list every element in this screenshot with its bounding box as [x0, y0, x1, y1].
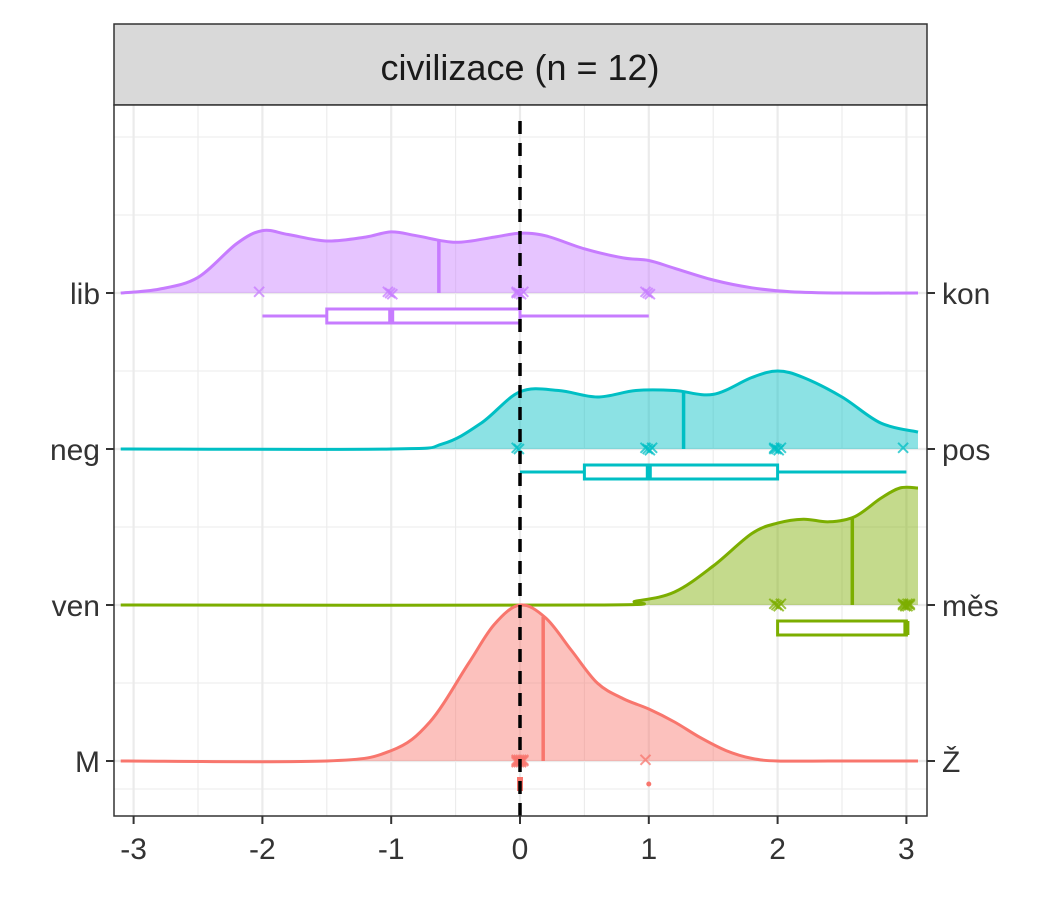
boxplot-outlier	[646, 781, 652, 787]
ridgeline-row	[120, 485, 919, 637]
density-curve	[120, 485, 919, 607]
x-tick-label: 1	[640, 833, 657, 866]
x-tick-label: -2	[249, 833, 276, 866]
x-tick-label: -3	[120, 833, 147, 866]
data-point	[775, 598, 787, 610]
data-point	[644, 288, 656, 300]
x-tick-label: 2	[769, 833, 786, 866]
boxplot-box	[325, 307, 522, 325]
axes: -3 -2 -1 0 1 2 3 lib kon neg pos ven měs M Ž	[50, 278, 999, 866]
density-curve	[120, 603, 918, 764]
boxplot	[520, 463, 907, 481]
boxplot	[262, 307, 649, 325]
y-tick-label-left: lib	[70, 278, 100, 311]
data-point	[639, 754, 652, 766]
boxplot-box	[776, 619, 908, 637]
data-point	[386, 288, 399, 300]
density-curve	[120, 369, 919, 451]
y-tick-label-left: ven	[52, 590, 100, 623]
data-point	[510, 287, 523, 299]
boxplot-box	[582, 463, 780, 481]
data-point	[903, 599, 916, 611]
x-tick-label: -1	[378, 833, 405, 866]
boxplot	[776, 619, 910, 637]
data-point	[768, 443, 781, 455]
data-point	[513, 443, 525, 455]
y-tick-label-right: měs	[942, 590, 999, 623]
x-tick-label: 3	[898, 833, 915, 866]
y-tick-label-left: M	[75, 746, 100, 779]
density-area	[120, 487, 919, 606]
strip-background	[113, 23, 928, 106]
data-point	[646, 442, 658, 454]
y-tick-label-right: kon	[942, 278, 990, 311]
data-point	[253, 286, 265, 298]
chart-title: civilizace (n = 12)	[380, 47, 659, 88]
y-tick-label-left: neg	[50, 434, 100, 467]
density-curve	[120, 228, 919, 295]
y-tick-label-right: pos	[942, 434, 990, 467]
data-point	[897, 442, 909, 454]
y-tick-label-right: Ž	[942, 746, 960, 779]
x-tick-label: 0	[512, 833, 529, 866]
